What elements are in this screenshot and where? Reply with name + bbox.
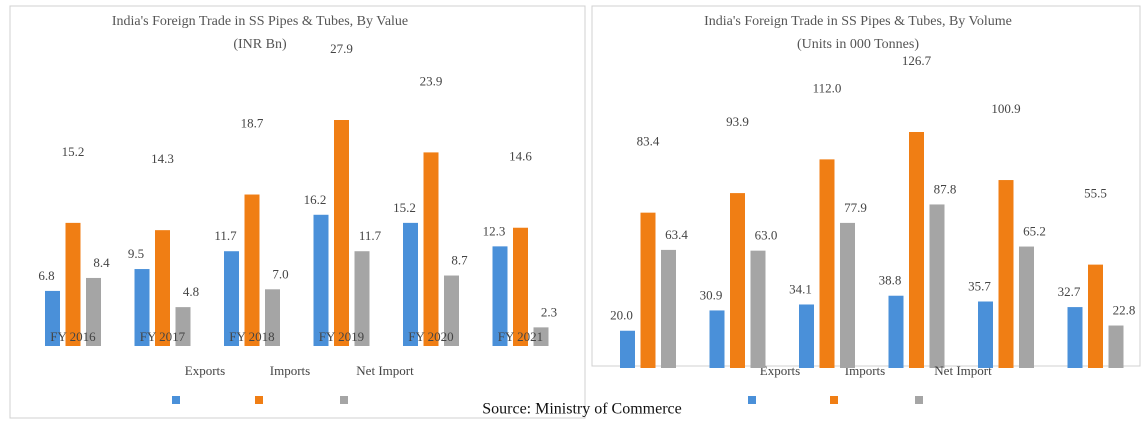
value-label: 93.9 [726, 114, 749, 129]
value-label: 87.8 [934, 181, 957, 196]
value-label: 20.0 [610, 308, 633, 323]
bar [799, 304, 814, 368]
value-label: 4.8 [183, 284, 199, 299]
value-label: 9.5 [128, 246, 144, 261]
bar [1088, 264, 1103, 368]
chart-subtitle: (Units in 000 Tonnes) [797, 37, 919, 52]
bar [134, 269, 150, 346]
bar [819, 159, 835, 368]
value-label: 32.7 [1058, 284, 1081, 299]
x-tick-label: FY 2020 [408, 329, 453, 344]
value-label: 126.7 [902, 53, 932, 68]
bar [334, 120, 349, 346]
bar [155, 230, 170, 346]
legend-swatch [830, 396, 838, 404]
bar [224, 251, 239, 346]
legend-swatch [255, 396, 263, 404]
value-label: 27.9 [330, 41, 353, 56]
legend-label: Exports [760, 363, 800, 378]
bar [86, 277, 101, 346]
value-label: 65.2 [1023, 224, 1046, 239]
legend-label: Net Import [934, 363, 992, 378]
legend-swatch [915, 396, 923, 404]
value-label: 11.7 [214, 228, 237, 243]
bar [65, 222, 81, 346]
chart-subtitle: (INR Bn) [233, 37, 287, 52]
bar [1108, 325, 1124, 368]
value-label: 8.4 [93, 255, 110, 270]
value-label: 15.2 [62, 144, 85, 159]
bar [175, 307, 191, 346]
bar [533, 327, 549, 346]
left-panel-border [9, 5, 586, 419]
legend-swatch [340, 396, 348, 404]
bar [909, 132, 924, 368]
value-label: 22.8 [1113, 303, 1136, 318]
value-label: 7.0 [272, 266, 288, 281]
legend-label: Imports [270, 363, 310, 378]
value-label: 55.5 [1084, 186, 1107, 201]
bar [709, 310, 725, 368]
value-label: 8.7 [451, 253, 468, 268]
value-label: 12.3 [483, 223, 506, 238]
bar [750, 250, 766, 368]
x-tick-label: FY 2019 [319, 329, 364, 344]
value-label: 34.1 [789, 281, 812, 296]
bar [929, 204, 945, 368]
legend-label: Exports [185, 363, 225, 378]
bar [403, 222, 418, 346]
value-label: 38.8 [879, 273, 902, 288]
value-label: 15.2 [393, 200, 416, 215]
bar [1019, 246, 1034, 368]
bar [1067, 307, 1083, 368]
bar [423, 152, 439, 346]
value-label: 77.9 [844, 200, 867, 215]
bar [313, 214, 329, 346]
bar [730, 193, 745, 368]
bar [492, 246, 508, 346]
value-label: 6.8 [38, 268, 54, 283]
value-label: 63.0 [755, 228, 778, 243]
bar [661, 249, 676, 368]
bar [620, 330, 635, 368]
x-tick-label: FY 2016 [50, 329, 96, 344]
chart-title: India's Foreign Trade in SS Pipes & Tube… [112, 14, 408, 29]
value-label: 23.9 [420, 73, 443, 88]
chart-title: India's Foreign Trade in SS Pipes & Tube… [704, 14, 1012, 29]
x-tick-label: FY 2021 [498, 329, 543, 344]
source: Source: Ministry of Commerce [482, 401, 682, 418]
bar [444, 275, 459, 346]
bar [978, 301, 993, 368]
value-label: 112.0 [813, 80, 842, 95]
bar [888, 295, 904, 368]
x-tick-label: FY 2017 [140, 329, 186, 344]
legend-label: Net Import [356, 363, 414, 378]
value-label: 16.2 [304, 192, 327, 207]
right-panel-border [591, 5, 1141, 367]
value-label: 83.4 [637, 134, 660, 149]
value-label: 14.6 [509, 149, 532, 164]
value-label: 30.9 [700, 287, 723, 302]
bar [998, 180, 1014, 368]
x-tick-label: FY 2018 [229, 329, 274, 344]
value-label: 100.9 [991, 101, 1020, 116]
value-label: 63.4 [665, 227, 688, 242]
value-label: 2.3 [541, 304, 557, 319]
value-label: 11.7 [359, 228, 382, 243]
value-label: 18.7 [241, 116, 264, 131]
bar [840, 222, 855, 368]
value-label: 14.3 [151, 151, 174, 166]
bar [45, 290, 60, 346]
bar [513, 227, 528, 346]
value-label: 35.7 [968, 278, 991, 293]
bar [265, 289, 280, 346]
bar [354, 251, 370, 346]
bar [640, 212, 656, 368]
legend-swatch [172, 396, 180, 404]
bar [244, 194, 260, 346]
legend-swatch [748, 396, 756, 404]
